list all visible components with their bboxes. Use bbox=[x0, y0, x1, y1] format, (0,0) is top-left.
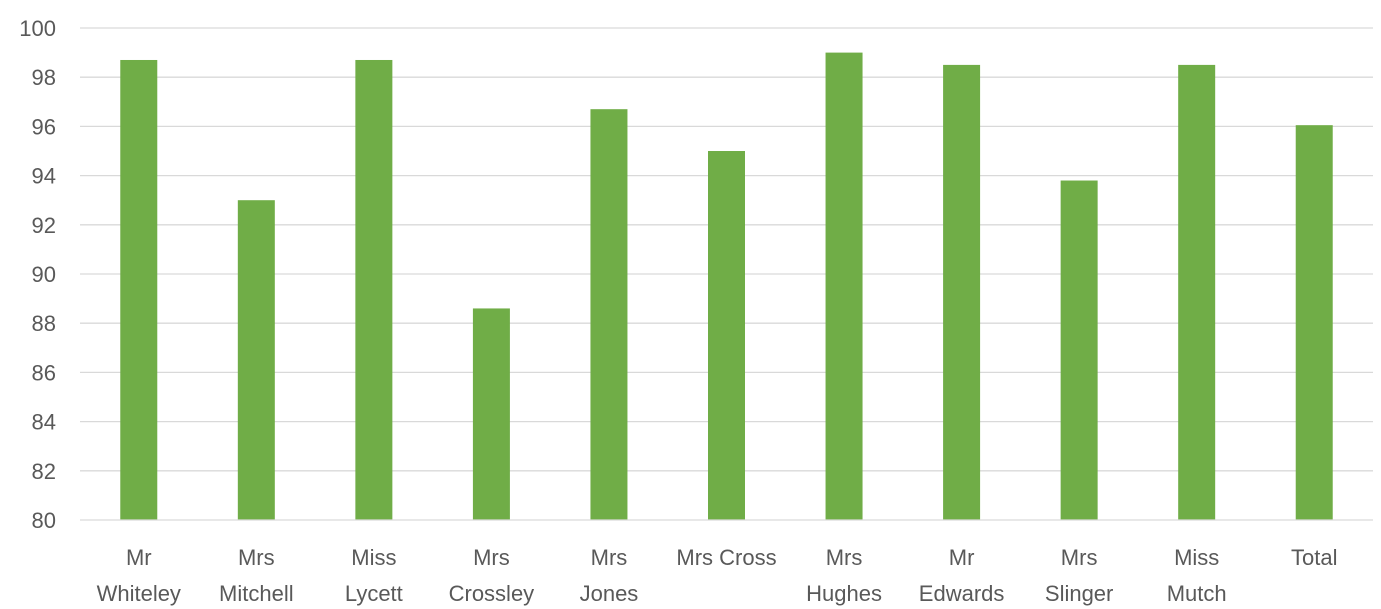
x-category-label: Miss bbox=[351, 545, 396, 570]
x-category-label: Mitchell bbox=[219, 581, 294, 606]
x-category-label: Lycett bbox=[345, 581, 403, 606]
x-category-label: Whiteley bbox=[97, 581, 181, 606]
x-category-label: Mrs bbox=[591, 545, 628, 570]
bar bbox=[708, 151, 745, 520]
y-axis-tick-labels: 80 82 84 86 88 90 92 94 96 98 100 bbox=[19, 16, 56, 533]
y-tick-label: 84 bbox=[32, 410, 56, 435]
x-category-label: Total bbox=[1291, 545, 1337, 570]
x-category-label: Crossley bbox=[449, 581, 535, 606]
y-tick-label: 82 bbox=[32, 459, 56, 484]
y-tick-label: 98 bbox=[32, 65, 56, 90]
bars bbox=[120, 52, 1333, 521]
x-category-label: Mrs bbox=[1061, 545, 1098, 570]
y-tick-label: 100 bbox=[19, 16, 56, 41]
x-category-label: Mrs bbox=[238, 545, 275, 570]
bar bbox=[237, 200, 275, 520]
y-tick-label: 94 bbox=[32, 164, 56, 189]
bar bbox=[1060, 180, 1098, 520]
x-category-label: Mr bbox=[949, 545, 975, 570]
bar bbox=[825, 52, 863, 520]
bar bbox=[1295, 125, 1333, 521]
y-tick-label: 90 bbox=[32, 262, 56, 287]
y-tick-label: 92 bbox=[32, 213, 56, 238]
x-category-label: Miss bbox=[1174, 545, 1219, 570]
x-category-label: Jones bbox=[580, 581, 639, 606]
x-category-label: Hughes bbox=[806, 581, 882, 606]
x-category-label: Edwards bbox=[919, 581, 1005, 606]
bar bbox=[590, 109, 628, 521]
bar bbox=[472, 308, 510, 520]
x-category-label: Mrs bbox=[826, 545, 863, 570]
y-tick-label: 88 bbox=[32, 311, 56, 336]
bar bbox=[355, 59, 393, 520]
y-tick-label: 80 bbox=[32, 508, 56, 533]
bar bbox=[1178, 64, 1216, 521]
bar bbox=[120, 59, 158, 520]
x-category-label: Mrs Cross bbox=[676, 545, 776, 570]
x-category-label: Mutch bbox=[1167, 581, 1227, 606]
bar bbox=[943, 64, 981, 521]
y-tick-label: 96 bbox=[32, 114, 56, 139]
x-category-label: Slinger bbox=[1045, 581, 1113, 606]
x-category-label: Mr bbox=[126, 545, 152, 570]
x-category-label: Mrs bbox=[473, 545, 510, 570]
y-tick-label: 86 bbox=[32, 360, 56, 385]
x-axis-category-labels: Mr Whiteley Mrs Mitchell Miss Lycett Mrs Crossl… bbox=[97, 545, 1338, 606]
